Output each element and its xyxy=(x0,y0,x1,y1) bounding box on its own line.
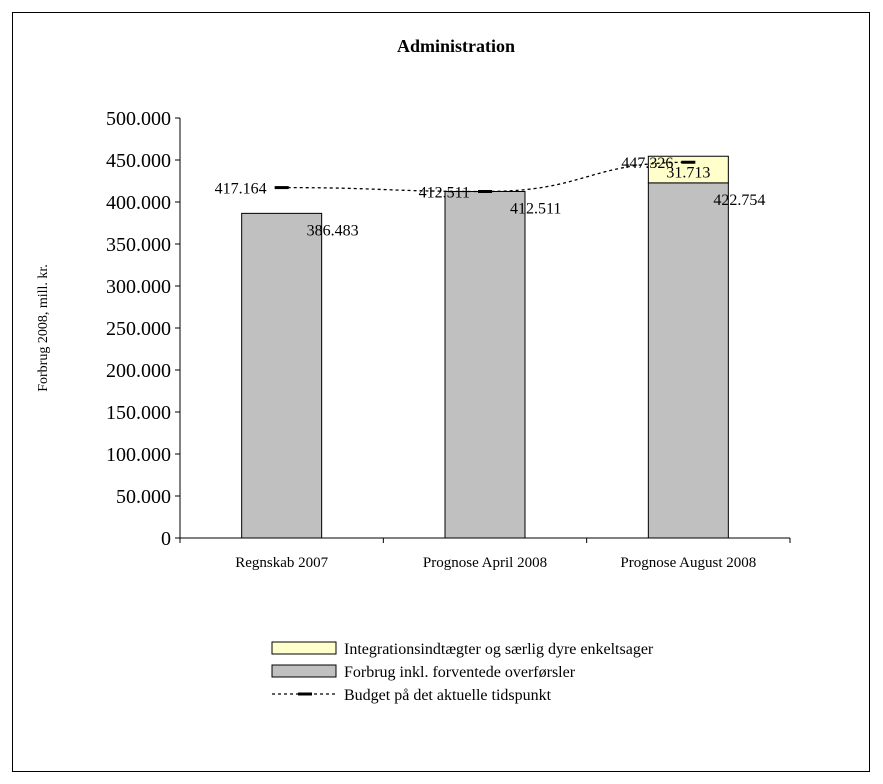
axes: 0 50.000 100.000 150.000 200.000 250.000 300.0… xyxy=(106,108,791,571)
x-tick-label: Prognose April 2008 xyxy=(423,555,547,571)
y-tick-label: 200.000 xyxy=(106,360,171,382)
x-tick-label: Regnskab 2007 xyxy=(235,555,328,571)
y-tick-label: 450.000 xyxy=(106,150,171,172)
y-tick-label: 350.000 xyxy=(106,234,171,256)
budget-line-path xyxy=(281,161,689,193)
data-label-budget: 447.326 xyxy=(621,155,673,172)
legend-label: Forbrug inkl. forventede overførsler xyxy=(344,664,576,681)
bar-integration xyxy=(647,155,729,184)
data-label-budget: 417.164 xyxy=(215,181,267,198)
data-label-forbrug: 422.754 xyxy=(713,192,765,209)
legend: Integrationsindtægter og særlig dyre enk… xyxy=(271,641,654,704)
y-tick-label: 150.000 xyxy=(106,402,171,424)
legend-swatch xyxy=(271,641,337,655)
y-tick-label: 50.000 xyxy=(116,486,171,508)
legend-swatch xyxy=(271,664,337,678)
data-label-integration: 31.713 xyxy=(666,165,710,182)
y-tick-label: 500.000 xyxy=(106,108,171,130)
chart-title: Administration xyxy=(397,36,515,56)
y-axis-label: Forbrug 2008, mill. kr. xyxy=(36,264,51,392)
data-label-forbrug: 412.511 xyxy=(510,200,561,217)
budget-line xyxy=(274,160,696,193)
y-tick-label: 100.000 xyxy=(106,444,171,466)
y-tick-label: 0 xyxy=(161,528,171,550)
x-tick-label: Prognose August 2008 xyxy=(620,555,756,571)
y-tick-label: 300.000 xyxy=(106,276,171,298)
y-tick-label: 400.000 xyxy=(106,192,171,214)
data-label-forbrug: 386.483 xyxy=(307,222,359,239)
data-label-budget: 412.511 xyxy=(419,184,470,201)
legend-label: Integrationsindtægter og særlig dyre enk… xyxy=(344,641,654,658)
bar-forbrug xyxy=(647,182,729,539)
legend-label: Budget på det aktuelle tidspunkt xyxy=(344,687,552,704)
bar-forbrug xyxy=(444,190,526,539)
bar-forbrug xyxy=(241,212,323,539)
bars xyxy=(241,155,729,539)
y-tick-label: 250.000 xyxy=(106,318,171,340)
